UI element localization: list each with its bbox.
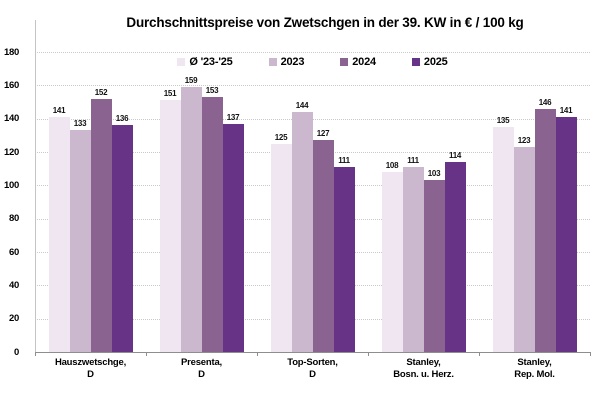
bar xyxy=(381,172,403,352)
y-axis-line xyxy=(35,20,36,352)
category-label-line: D xyxy=(309,368,316,380)
legend-swatch xyxy=(268,58,277,66)
category-label-line: Bosn. u. Herz. xyxy=(393,368,454,380)
category-label: Stanley, Rep. Mol. xyxy=(479,357,590,380)
bar-value-label: 114 xyxy=(448,151,461,160)
y-tick-label: 180 xyxy=(4,46,19,58)
bar-value-label: 153 xyxy=(205,86,219,95)
category-label-line: Stanley, xyxy=(517,357,552,368)
category-label-line: Presenta, xyxy=(181,357,222,368)
bar-value-label: 137 xyxy=(226,112,240,122)
legend: Ø '23-'25 2023 2024 2025 xyxy=(35,54,590,70)
bar xyxy=(180,87,202,352)
x-axis-tick xyxy=(35,353,36,356)
legend-item: 2025 xyxy=(411,56,448,68)
bar xyxy=(444,162,466,352)
bar xyxy=(333,167,355,352)
gridline xyxy=(35,85,590,87)
bar xyxy=(201,97,223,352)
bar-value-label: 159 xyxy=(184,76,198,85)
bar xyxy=(513,147,535,352)
bar-value-label: 136 xyxy=(115,114,129,124)
legend-label: 2023 xyxy=(280,56,305,68)
category-label-line: Hauszwetschge, xyxy=(54,357,127,368)
bar-value-label: 146 xyxy=(538,97,552,107)
bar-value-label: 123 xyxy=(517,136,531,145)
category-label-line: Rep. Mol. xyxy=(514,368,555,380)
bar xyxy=(402,167,424,352)
y-tick-label: 100 xyxy=(4,179,19,191)
bar xyxy=(90,98,112,352)
bar xyxy=(291,112,313,352)
gridline xyxy=(35,118,590,120)
bar-value-label: 144 xyxy=(295,101,309,110)
category-label: Presenta, D xyxy=(146,357,257,380)
bar-value-label: 135 xyxy=(496,116,510,125)
bar xyxy=(555,117,577,352)
bar-value-label: 108 xyxy=(385,161,399,170)
x-axis-tick xyxy=(479,353,480,356)
category-label-line: D xyxy=(198,368,205,380)
y-tick-label: 0 xyxy=(14,346,19,358)
x-axis-tick xyxy=(368,353,369,356)
bar-value-label: 111 xyxy=(407,156,419,165)
category-label-line: Top-Sorten, xyxy=(287,357,338,368)
legend-label: 2025 xyxy=(423,56,448,68)
x-axis-tick xyxy=(146,353,147,356)
bar xyxy=(270,143,292,352)
bar xyxy=(48,117,70,352)
y-tick-label: 140 xyxy=(4,113,19,125)
bar xyxy=(492,127,514,352)
legend-item: 2023 xyxy=(268,56,305,68)
legend-label: 2024 xyxy=(352,56,376,68)
bar-value-label: 133 xyxy=(73,119,87,129)
legend-swatch xyxy=(411,58,420,66)
legend-swatch xyxy=(177,58,186,66)
category-label: Top-Sorten, D xyxy=(257,357,368,380)
y-tick-label: 120 xyxy=(4,146,19,158)
bar-value-label: 125 xyxy=(274,132,288,142)
x-axis-tick xyxy=(257,353,258,356)
bar xyxy=(159,100,181,352)
bar-value-label: 141 xyxy=(559,106,573,115)
bar-value-label: 111 xyxy=(338,156,350,165)
bar-value-label: 103 xyxy=(427,169,441,179)
category-label: Hauszwetschge, D xyxy=(35,357,146,380)
category-label-line: D xyxy=(87,368,94,380)
legend-swatch xyxy=(340,58,349,66)
y-tick-label: 80 xyxy=(9,213,19,225)
category-label-line: Stanley, xyxy=(406,357,441,368)
bar-value-label: 152 xyxy=(94,87,108,97)
legend-label: Ø '23-'25 xyxy=(189,56,233,68)
bar xyxy=(312,140,334,352)
bar xyxy=(423,180,445,352)
y-tick-label: 20 xyxy=(9,313,19,325)
bar xyxy=(69,130,91,352)
legend-item: 2024 xyxy=(340,56,376,68)
bar xyxy=(111,125,133,352)
y-tick-label: 160 xyxy=(4,79,19,91)
bar-value-label: 141 xyxy=(52,106,66,115)
x-axis-tick xyxy=(590,353,591,356)
legend-item: Ø '23-'25 xyxy=(177,56,233,68)
bar xyxy=(222,123,244,352)
category-label: Stanley, Bosn. u. Herz. xyxy=(368,357,479,380)
gridline xyxy=(35,52,590,53)
x-axis-line xyxy=(35,352,591,353)
chart-title: Durchschnittspreise von Zwetschgen in de… xyxy=(126,15,524,30)
bar xyxy=(534,108,556,352)
y-tick-label: 60 xyxy=(9,246,19,258)
bar-value-label: 127 xyxy=(316,129,330,139)
bar-value-label: 151 xyxy=(163,89,177,99)
y-tick-label: 40 xyxy=(9,279,19,291)
